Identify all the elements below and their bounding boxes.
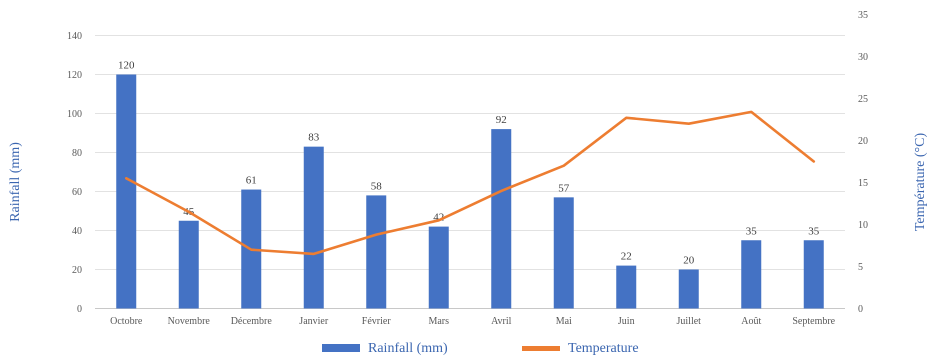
right-tick-label-10: 10 — [858, 220, 868, 231]
right-y-axis: 0 5 10 15 20 25 30 35 — [858, 10, 868, 315]
rainfall-data-label-6: 42 — [433, 212, 444, 224]
rainfall-bar-9 — [616, 265, 637, 309]
rainfall-bar-4 — [303, 146, 324, 309]
rainfall-bars — [116, 74, 824, 309]
x-tick-label-5: Février — [362, 316, 392, 327]
x-tick-label-8: Mai — [556, 316, 572, 327]
rainfall-bar-6 — [428, 226, 449, 309]
x-tick-label-2: Novembre — [168, 316, 211, 327]
right-tick-label-20: 20 — [858, 136, 868, 147]
left-tick-label-100: 100 — [67, 109, 82, 120]
rainfall-data-label-9: 22 — [621, 251, 632, 263]
x-axis: Octobre Novembre Décembre Janvier Février Mar… — [110, 316, 836, 327]
x-tick-label-7: Avril — [491, 316, 512, 327]
left-tick-label-20: 20 — [72, 265, 82, 276]
x-tick-label-11: Août — [741, 316, 761, 327]
rainfall-bar-11 — [741, 240, 762, 309]
right-tick-label-35: 35 — [858, 10, 868, 21]
x-tick-label-12: Septembre — [792, 316, 835, 327]
rainfall-data-label-4: 83 — [308, 132, 320, 144]
x-tick-label-4: Janvier — [299, 316, 329, 327]
left-y-axis: 0 20 40 60 80 100 120 140 — [67, 31, 82, 315]
right-axis-title: Température (°C) — [913, 133, 928, 232]
x-tick-label-1: Octobre — [110, 316, 143, 327]
rainfall-bar-12 — [803, 240, 824, 309]
temperature-line — [125, 110, 816, 256]
right-tick-label-15: 15 — [858, 178, 868, 189]
rainfall-data-label-11: 35 — [746, 225, 758, 237]
rainfall-data-label-8: 57 — [558, 182, 570, 194]
rainfall-data-label-3: 61 — [246, 175, 257, 187]
legend-swatch-rainfall — [322, 344, 360, 352]
left-axis-title: Rainfall (mm) — [8, 142, 23, 222]
right-tick-label-5: 5 — [858, 262, 863, 273]
rainfall-data-label-5: 58 — [371, 180, 383, 192]
right-tick-label-25: 25 — [858, 94, 868, 105]
x-tick-label-3: Décembre — [231, 316, 273, 327]
left-tick-label-140: 140 — [67, 31, 82, 42]
left-tick-label-40: 40 — [72, 226, 82, 237]
rainfall-bar-2 — [178, 220, 199, 309]
rainfall-data-label-12: 35 — [808, 225, 820, 237]
left-tick-label-60: 60 — [72, 187, 82, 198]
x-tick-label-9: Juin — [618, 316, 635, 327]
rainfall-bar-1 — [116, 74, 137, 309]
gridlines — [95, 35, 845, 309]
legend: Rainfall (mm) Temperature — [322, 341, 639, 356]
x-tick-label-10: Juillet — [677, 316, 702, 327]
rainfall-data-label-10: 20 — [683, 255, 695, 267]
rainfall-bar-7 — [491, 129, 512, 309]
right-tick-label-0: 0 — [858, 304, 863, 315]
left-tick-label-120: 120 — [67, 70, 82, 81]
legend-swatch-temperature — [522, 346, 560, 351]
x-tick-label-6: Mars — [428, 316, 449, 327]
rainfall-data-label-7: 92 — [496, 114, 507, 126]
temperature-line-layer — [125, 110, 816, 256]
rainfall-bar-10 — [678, 269, 699, 309]
rainfall-data-label-1: 120 — [118, 60, 135, 72]
left-tick-label-0: 0 — [77, 304, 82, 315]
right-tick-label-30: 30 — [858, 52, 868, 63]
legend-label-rainfall: Rainfall (mm) — [368, 341, 448, 355]
rainfall-bar-8 — [553, 197, 574, 309]
left-tick-label-80: 80 — [72, 148, 82, 159]
rainfall-bar-5 — [366, 195, 387, 309]
legend-label-temperature: Temperature — [568, 341, 639, 355]
